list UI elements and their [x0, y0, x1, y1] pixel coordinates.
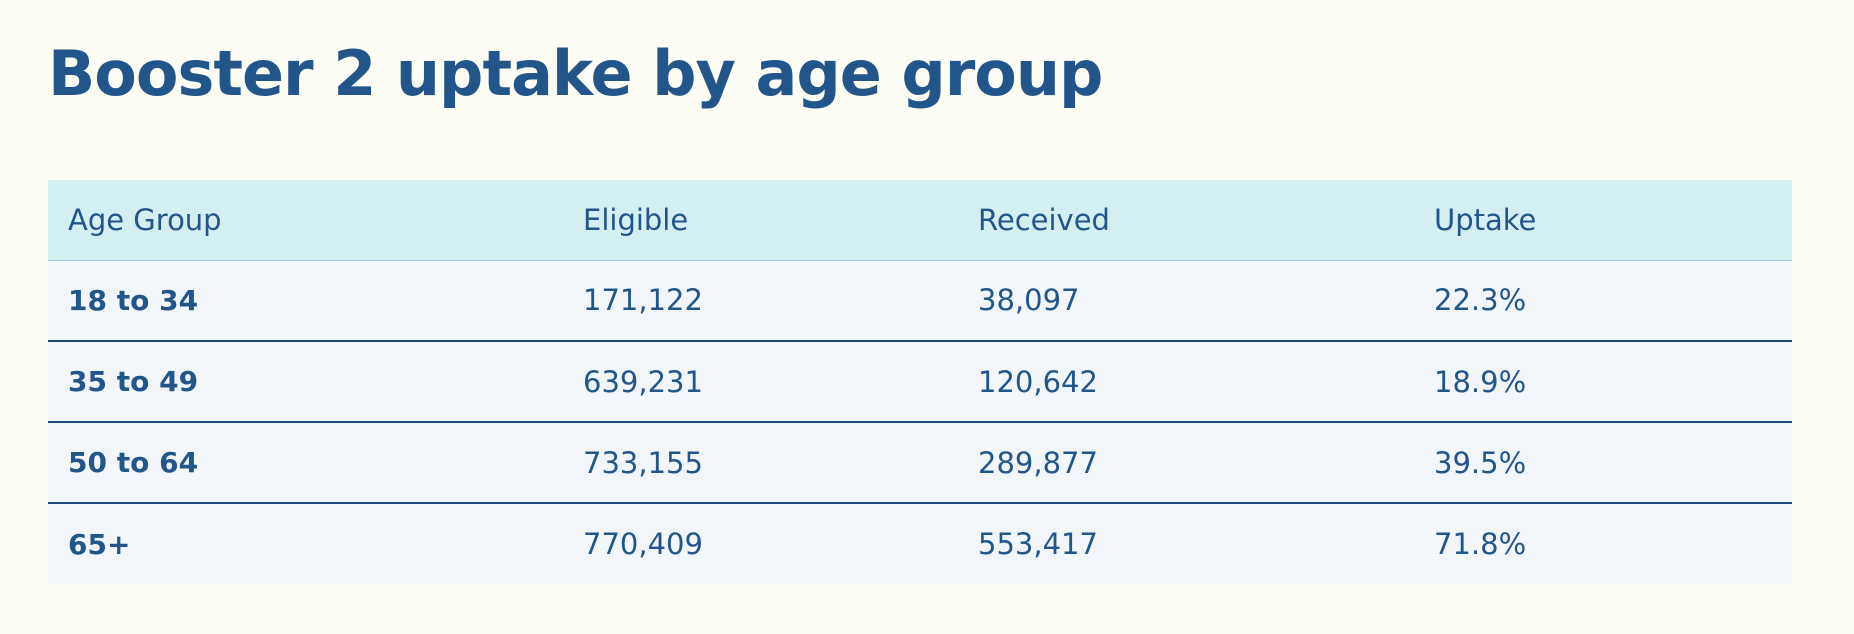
uptake-table: Age Group Eligible Received Uptake 18 to…: [48, 180, 1792, 584]
page-title: Booster 2 uptake by age group: [48, 37, 1103, 110]
table-row: 65+ 770,409 553,417 71.8%: [48, 502, 1792, 584]
eligible-cell: 733,155: [563, 421, 958, 503]
table-row: 50 to 64 733,155 289,877 39.5%: [48, 421, 1792, 503]
column-header-received: Received: [958, 180, 1414, 261]
age-group-cell: 65+: [48, 502, 563, 584]
eligible-cell: 770,409: [563, 502, 958, 584]
received-cell: 120,642: [958, 340, 1414, 422]
eligible-cell: 171,122: [583, 283, 703, 318]
column-header-uptake: Uptake: [1414, 180, 1792, 261]
uptake-cell: 22.3%: [1434, 283, 1527, 318]
age-group-cell: 35 to 49: [48, 340, 563, 422]
received-cell: 553,417: [958, 502, 1414, 584]
age-group-cell: 18 to 34: [68, 283, 199, 317]
age-group-cell: 50 to 64: [48, 421, 563, 503]
eligible-cell: 639,231: [563, 340, 958, 422]
table-header-row: Age Group Eligible Received Uptake: [48, 180, 1792, 261]
table-row: 18 to 34 171,122 38,097 22.3%: [48, 260, 1792, 341]
column-header-eligible: Eligible: [563, 180, 958, 261]
received-cell: 38,097: [978, 283, 1080, 318]
column-header-age-group: Age Group: [48, 180, 563, 261]
received-cell: 289,877: [958, 421, 1414, 503]
table-row: 35 to 49 639,231 120,642 18.9%: [48, 340, 1792, 422]
uptake-cell: 71.8%: [1414, 502, 1792, 584]
uptake-cell: 18.9%: [1414, 340, 1792, 422]
uptake-cell: 39.5%: [1414, 421, 1792, 503]
